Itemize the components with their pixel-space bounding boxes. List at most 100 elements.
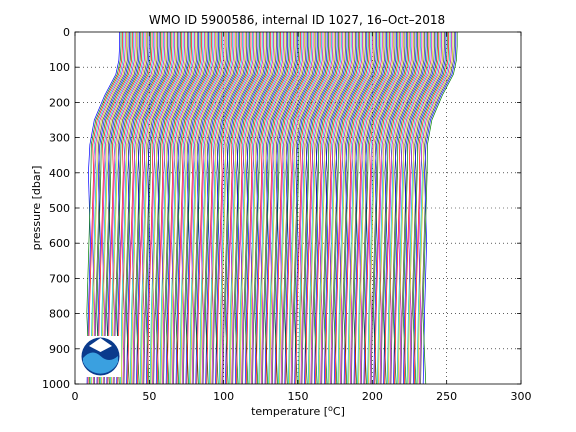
- profile-line: [205, 32, 240, 384]
- profile-line: [388, 32, 423, 384]
- profile-line: [116, 32, 152, 384]
- profile-line: [190, 32, 226, 384]
- profile-line: [135, 32, 171, 384]
- profile-line: [245, 32, 281, 384]
- profile-line: [369, 32, 403, 384]
- profile-line: [229, 32, 266, 384]
- y-tick-label: 100: [49, 61, 70, 74]
- profile-series: [86, 32, 458, 384]
- profile-line: [279, 32, 315, 384]
- profile-line: [358, 32, 394, 384]
- profile-line: [123, 32, 159, 384]
- y-tick-label: 900: [49, 343, 70, 356]
- profile-line: [196, 32, 232, 384]
- profile-line: [212, 32, 248, 384]
- profile-line: [163, 32, 198, 384]
- y-tick-label: 700: [49, 272, 70, 285]
- profile-line: [269, 32, 305, 384]
- x-tick-label: 100: [213, 390, 234, 403]
- profile-line: [418, 32, 452, 384]
- profile-line: [202, 32, 238, 384]
- profile-line: [236, 32, 272, 384]
- profile-line: [254, 32, 290, 384]
- profile-line: [353, 32, 387, 384]
- profile-line: [264, 32, 300, 384]
- x-tick-label: 250: [436, 390, 457, 403]
- profile-line: [338, 32, 375, 384]
- profile-line: [249, 32, 286, 384]
- profile-line: [97, 32, 133, 384]
- plot-area: 0 50 100 150 200 250 300 0 100 200 300 400 500 600 70…: [42, 26, 532, 403]
- profile-line: [151, 32, 185, 384]
- x-tick-label: 300: [511, 390, 532, 403]
- profile-line: [254, 32, 289, 384]
- profile-line: [319, 32, 353, 384]
- profile-line: [333, 32, 369, 384]
- profile-line: [331, 32, 366, 384]
- profile-line: [378, 32, 413, 384]
- y-tick-label: 200: [49, 96, 70, 109]
- profile-line: [393, 32, 427, 384]
- profile-line: [398, 32, 433, 384]
- logo-wave-icon: [83, 352, 118, 374]
- x-axis: 0 50 100 150 200 250 300: [72, 32, 532, 403]
- profile-line: [106, 32, 142, 384]
- profile-line: [402, 32, 438, 384]
- profile-line: [284, 32, 318, 384]
- profile-line: [107, 32, 143, 384]
- profile-line: [404, 32, 440, 384]
- profile-line: [150, 32, 187, 384]
- profile-line: [264, 32, 298, 384]
- x-tick-label: 0: [72, 390, 79, 403]
- profile-line: [295, 32, 331, 384]
- profile-line: [182, 32, 218, 384]
- profile-line: [156, 32, 192, 384]
- profile-line: [380, 32, 416, 384]
- y-tick-label: 300: [49, 132, 70, 145]
- y-tick-label: 400: [49, 167, 70, 180]
- profile-line: [175, 32, 211, 384]
- profile-line: [165, 32, 200, 384]
- profile-line: [242, 32, 277, 384]
- y-tick-label: 800: [49, 308, 70, 321]
- profile-line: [244, 32, 279, 384]
- profile-line: [192, 32, 228, 384]
- profile-line: [175, 32, 209, 384]
- profile-line: [252, 32, 287, 384]
- profile-line: [348, 32, 385, 384]
- profile-line: [420, 32, 455, 384]
- profile-line: [240, 32, 274, 384]
- profile-line: [309, 32, 344, 384]
- profile-line: [370, 32, 406, 384]
- profile-line: [363, 32, 399, 384]
- profile-line: [222, 32, 257, 384]
- profile-line: [127, 32, 163, 384]
- profile-line: [219, 32, 256, 384]
- profile-line: [103, 32, 139, 384]
- profile-line: [195, 32, 231, 384]
- profile-line: [255, 32, 291, 384]
- profile-line: [96, 32, 130, 384]
- profile-line: [378, 32, 414, 384]
- y-tick-label: 500: [49, 202, 70, 215]
- profile-line: [130, 32, 167, 384]
- profile-line: [280, 32, 314, 384]
- profile-line: [106, 32, 140, 384]
- profile-line: [394, 32, 430, 384]
- profile-line: [271, 32, 307, 384]
- profile-line: [87, 32, 123, 384]
- profile-line: [262, 32, 297, 384]
- profile-line: [133, 32, 168, 384]
- profile-line: [155, 32, 190, 384]
- profile-line: [311, 32, 346, 384]
- profile-line: [294, 32, 328, 384]
- profile-line: [176, 32, 212, 384]
- profile-line: [333, 32, 368, 384]
- profile-line: [93, 32, 129, 384]
- profile-line: [147, 32, 183, 384]
- profile-line: [294, 32, 329, 384]
- profile-line: [339, 32, 373, 384]
- profile-line: [301, 32, 337, 384]
- profile-line: [224, 32, 260, 384]
